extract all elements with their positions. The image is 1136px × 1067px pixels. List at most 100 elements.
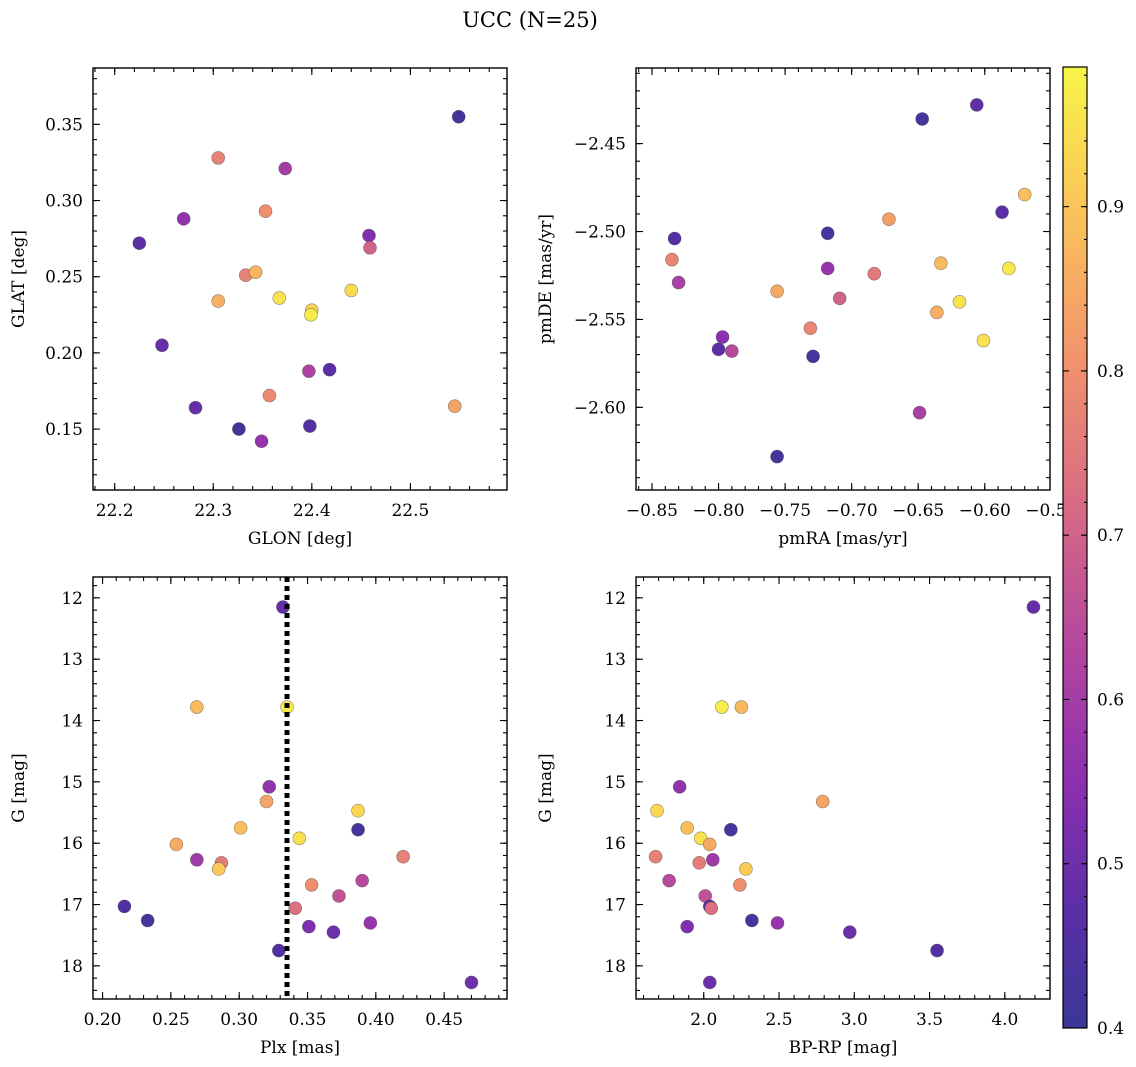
y-tick-label: −2.60 (574, 398, 626, 418)
data-point (770, 284, 784, 299)
data-point (995, 205, 1009, 219)
colorbar: 0.4 0.5 0.6 0.7 0.8 0.9 (1062, 66, 1124, 1039)
x-tick-label: 22.3 (194, 501, 232, 521)
data-point (140, 913, 155, 928)
data-point (155, 338, 169, 353)
data-point (715, 700, 729, 714)
data-point (447, 399, 462, 414)
y-axis-label: G [mag] (9, 753, 29, 822)
x-tick-label: −0.65 (892, 501, 944, 521)
data-point (344, 283, 359, 298)
data-point (302, 919, 316, 934)
data-point (842, 925, 857, 939)
y-axis-label: GLAT [deg] (9, 230, 29, 328)
x-tick-label: 0.25 (152, 1010, 190, 1030)
data-point (451, 109, 466, 124)
panel-plx-g: 0.20 0.25 0.30 0.35 0.40 0.45 12 13 14 15 16 17 18 Pl… (9, 576, 508, 1058)
data-point (232, 422, 246, 436)
x-tick-label: 2.0 (690, 1010, 717, 1030)
x-axis-label: Plx [mas] (260, 1038, 340, 1058)
colorbar-tick-label: 0.4 (1097, 1019, 1124, 1039)
data-point (806, 349, 820, 364)
x-tick-label: −0.75 (759, 501, 811, 521)
data-point (117, 899, 132, 914)
y-tick-label: 18 (61, 957, 83, 977)
y-tick-label: −2.55 (574, 310, 626, 330)
data-point (650, 803, 664, 818)
x-tick-label: 3.5 (916, 1010, 943, 1030)
data-point (882, 212, 896, 227)
data-point (680, 821, 694, 835)
data-point (934, 256, 948, 270)
y-tick-label: 17 (61, 896, 83, 916)
data-point (363, 240, 377, 255)
x-tick-label: 0.35 (289, 1010, 327, 1030)
data-point (248, 265, 263, 279)
data-point (272, 291, 287, 305)
data-point (176, 212, 191, 226)
data-point (930, 305, 944, 320)
data-point (711, 342, 726, 357)
data-point (815, 794, 830, 809)
points-bprp-g (648, 600, 1041, 990)
colorbar-tick-label: 0.8 (1097, 362, 1124, 382)
x-tick-label: 22.2 (96, 501, 134, 521)
data-point (867, 266, 882, 281)
data-point (725, 344, 739, 358)
data-point (262, 779, 277, 794)
y-tick-label: 0.30 (45, 192, 83, 212)
y-tick-label: 16 (61, 834, 83, 854)
data-point (272, 943, 286, 958)
data-point (355, 873, 369, 888)
data-point (258, 204, 273, 219)
data-point (169, 837, 184, 852)
x-tick-label: 0.45 (425, 1010, 463, 1030)
colorbar-ticks: 0.4 0.5 0.6 0.7 0.8 0.9 (1063, 74, 1124, 1039)
x-axis-label: pmRA [mas/yr] (778, 529, 907, 549)
data-point (188, 400, 203, 415)
data-point (278, 161, 293, 176)
data-point (705, 852, 720, 867)
data-point (770, 449, 784, 464)
points-pmra-pmde (665, 98, 1032, 464)
data-point (733, 878, 747, 892)
x-tick-label: 0.30 (220, 1010, 258, 1030)
y-tick-label: 14 (604, 712, 626, 732)
data-point (702, 837, 717, 852)
colorbar-tick-label: 0.9 (1097, 198, 1124, 218)
y-tick-label: 14 (61, 712, 83, 732)
data-point (363, 916, 378, 930)
data-point (1026, 600, 1041, 614)
x-tick-label: 22.4 (293, 501, 331, 521)
y-tick-label: −2.50 (574, 223, 626, 243)
data-point (326, 925, 341, 939)
data-point (302, 364, 316, 378)
data-point (702, 975, 717, 990)
data-point (262, 388, 277, 403)
x-axis-label: BP-RP [mag] (789, 1038, 898, 1058)
y-tick-label: −2.45 (574, 135, 626, 155)
data-point (362, 228, 376, 243)
x-tick-label: 4.0 (991, 1010, 1018, 1030)
x-tick-label: 22.5 (391, 501, 429, 521)
data-point (734, 700, 749, 714)
data-point (190, 700, 204, 714)
data-point (715, 330, 730, 344)
axes-frame (635, 67, 1051, 491)
data-point (254, 434, 269, 449)
y-tick-label: 15 (604, 773, 626, 793)
data-point (745, 913, 759, 928)
panel-pmra-pmde: −0.85 −0.80 −0.75 −0.70 −0.65 −0.60 −0.55−2.45… (536, 67, 1077, 549)
colorbar-tick-label: 0.6 (1097, 690, 1124, 710)
data-point (832, 291, 847, 306)
axes-frame (92, 576, 508, 1000)
x-tick-label: 0.40 (357, 1010, 395, 1030)
data-point (648, 849, 663, 864)
y-tick-label: 0.25 (45, 268, 83, 288)
data-point (211, 294, 225, 308)
data-point (304, 878, 319, 892)
data-point (132, 236, 147, 250)
y-tick-label: 16 (604, 834, 626, 854)
data-point (233, 821, 248, 835)
y-tick-label: 13 (61, 650, 83, 670)
